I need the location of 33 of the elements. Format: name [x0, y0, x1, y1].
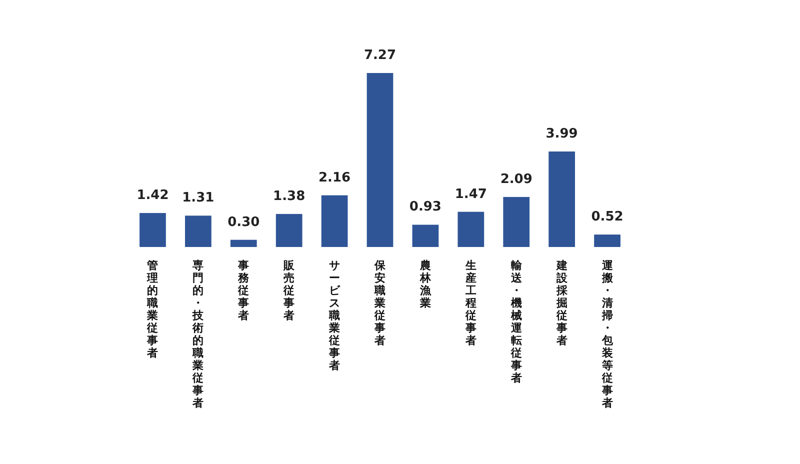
data-label: 7.27	[364, 48, 396, 63]
x-tick-label: 農林漁業	[418, 259, 432, 310]
bar	[412, 224, 439, 247]
category-label: 運搬・清掃・包装等従事者	[602, 259, 613, 410]
data-label: 0.52	[591, 210, 624, 225]
data-label: 0.30	[228, 214, 260, 230]
bar	[276, 214, 302, 247]
x-tick-label: 生産工程従事者	[464, 259, 476, 347]
data-label: 1.42	[136, 188, 169, 204]
data-label: 2.09	[500, 172, 532, 187]
bar	[321, 195, 348, 247]
data-label: 3.99	[546, 126, 578, 142]
data-label: 2.16	[318, 170, 351, 186]
data-label: 0.93	[409, 200, 442, 215]
bar	[185, 216, 212, 247]
bar	[366, 73, 394, 247]
category-label: 輸送・機械運転従事者	[510, 259, 522, 384]
x-tick-label: 建設採掘従事者	[555, 259, 568, 347]
bar	[140, 213, 166, 247]
x-tick-label: 保安職業従事者	[374, 259, 386, 347]
bar	[230, 240, 257, 247]
bar	[548, 152, 575, 247]
bar	[594, 234, 620, 247]
data-label: 1.31	[182, 190, 214, 206]
data-label: 1.38	[273, 188, 306, 204]
category-label: サービス職業従事者	[329, 259, 340, 372]
x-tick-label: 事務従事者	[237, 259, 250, 322]
bar	[458, 212, 484, 247]
x-tick-label: 販売従事者	[282, 259, 296, 322]
data-label: 1.47	[454, 186, 487, 202]
category-label: 専門的・技術的職業従事者	[192, 259, 204, 410]
bar	[503, 196, 530, 247]
x-tick-label: 管理的職業従事者	[146, 259, 158, 360]
